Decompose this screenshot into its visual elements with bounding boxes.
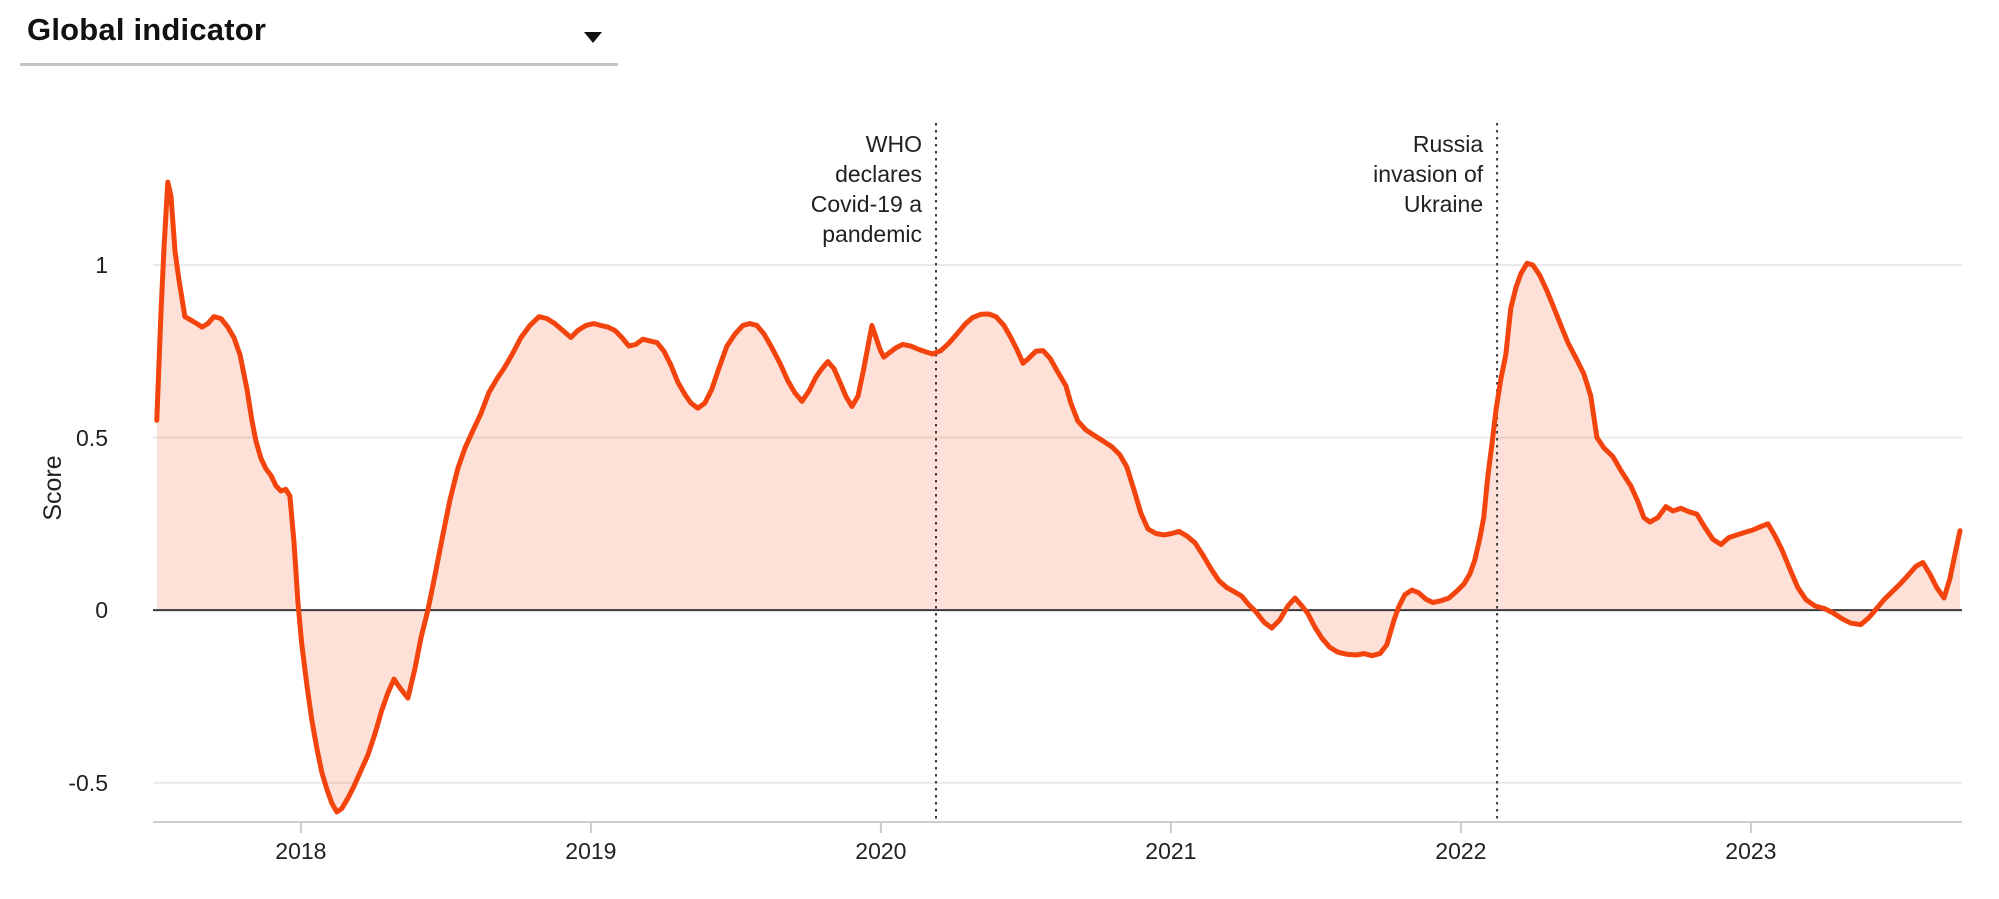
dropdown-selected-value: Global indicator bbox=[27, 12, 267, 47]
series-line bbox=[154, 179, 1963, 815]
dropdown-caret-icon bbox=[584, 32, 602, 43]
indicator-dropdown[interactable]: Global indicator bbox=[20, 10, 618, 66]
series-area-fill bbox=[156, 182, 1960, 813]
